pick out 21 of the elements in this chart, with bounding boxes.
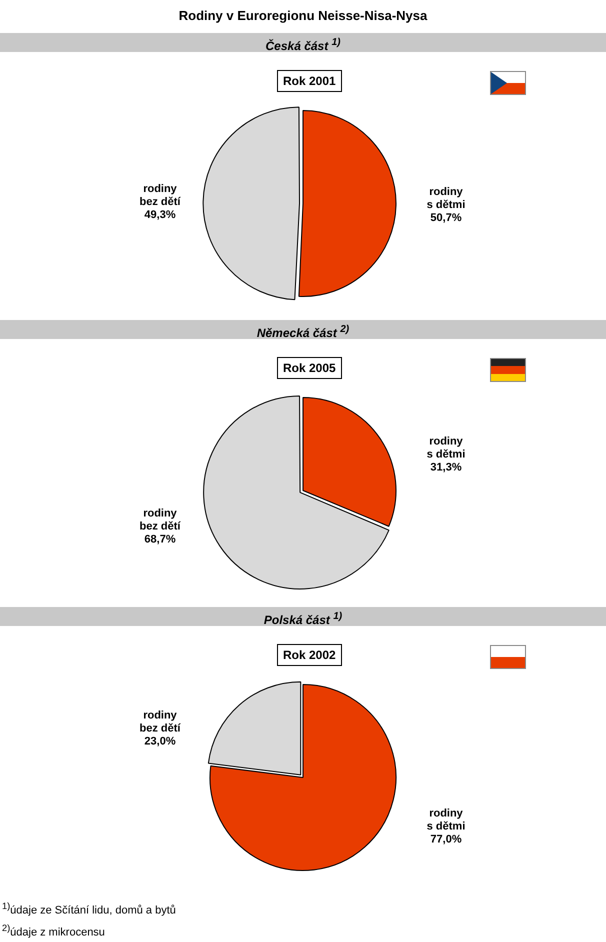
- slice-label: rodiny s dětmi: [426, 186, 466, 211]
- chart-subtitle: Rok 2001: [277, 70, 342, 92]
- data-label: 50,7%: [430, 212, 462, 224]
- data-label: 49,3%: [144, 209, 176, 222]
- data-label: 77,0%: [430, 833, 462, 846]
- data-label: 68,7%: [144, 534, 176, 546]
- chart-title: Česká část $^{1)}$: [0, 33, 606, 53]
- text: Rodiny v Euroregionu Neisse-Nisa-Nysa: [178, 7, 428, 25]
- data-label: 31,3%: [430, 461, 462, 474]
- data-label: 23,0%: [144, 736, 176, 748]
- slice-label: rodiny bez dětí: [140, 710, 182, 735]
- chart-title: Německá část $^{2)}$: [0, 320, 606, 340]
- slice-label: rodiny bez dětí: [140, 183, 182, 208]
- text: $^{1)}$údaje ze Sčítání lidu, domů a bytů: [2, 900, 177, 919]
- slice-label: rodiny s dětmi: [426, 435, 466, 460]
- chart-subtitle: Rok 2002: [277, 644, 342, 666]
- chart-subtitle: Rok 2005: [277, 357, 342, 379]
- chart-title: Polská část $^{1)}$: [0, 607, 606, 627]
- text: $^{2)}$údaje z mikrocensu: [2, 922, 106, 940]
- slice-label: rodiny bez dětí: [140, 508, 182, 533]
- slice-label: rodiny s dětmi: [426, 807, 466, 832]
